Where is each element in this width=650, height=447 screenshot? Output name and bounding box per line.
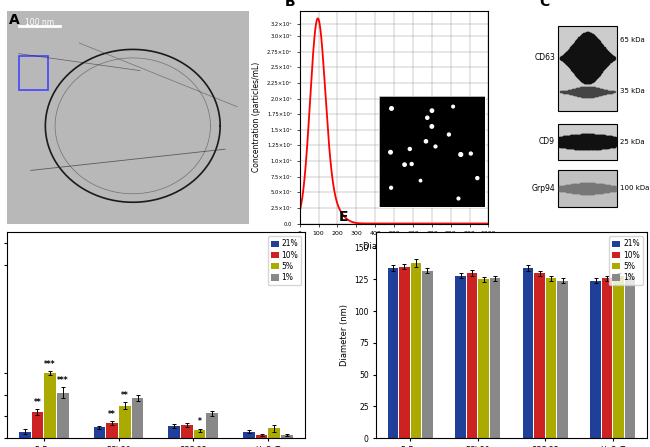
- Bar: [387, 268, 398, 438]
- Bar: [455, 276, 466, 438]
- Bar: [478, 279, 489, 438]
- Bar: [281, 435, 292, 438]
- Bar: [523, 268, 534, 438]
- Bar: [19, 431, 31, 438]
- Text: ***: ***: [44, 360, 56, 369]
- Bar: [590, 281, 601, 438]
- Bar: [411, 263, 421, 438]
- Y-axis label: Concentration (particles/mL): Concentration (particles/mL): [252, 62, 261, 173]
- Bar: [614, 276, 624, 438]
- Text: ***: ***: [57, 375, 69, 384]
- Bar: [625, 277, 636, 438]
- Bar: [558, 124, 617, 160]
- Bar: [107, 423, 118, 438]
- Text: *: *: [198, 417, 202, 426]
- Bar: [546, 278, 556, 438]
- Bar: [207, 413, 218, 438]
- Bar: [44, 373, 56, 438]
- Text: B: B: [285, 0, 296, 9]
- Text: **: **: [109, 409, 116, 418]
- Text: 35 kDa: 35 kDa: [619, 88, 645, 94]
- Bar: [558, 170, 617, 207]
- Y-axis label: Diameter (nm): Diameter (nm): [340, 304, 349, 366]
- Bar: [557, 281, 568, 438]
- Text: 25 kDa: 25 kDa: [619, 139, 644, 145]
- Bar: [422, 270, 433, 438]
- Text: A: A: [9, 13, 20, 27]
- Bar: [132, 398, 144, 438]
- Text: CD63: CD63: [534, 53, 555, 63]
- Bar: [602, 278, 612, 438]
- Legend: 21%, 10%, 5%, 1%: 21%, 10%, 5%, 1%: [610, 236, 643, 285]
- Bar: [32, 412, 44, 438]
- Bar: [467, 273, 477, 438]
- Text: Grp94: Grp94: [531, 184, 555, 193]
- Bar: [168, 426, 180, 438]
- Bar: [94, 427, 105, 438]
- Text: 65 kDa: 65 kDa: [619, 37, 645, 43]
- Legend: 21%, 10%, 5%, 1%: 21%, 10%, 5%, 1%: [268, 236, 302, 285]
- Bar: [534, 273, 545, 438]
- X-axis label: Diameter (nm): Diameter (nm): [363, 242, 425, 251]
- Text: 100 nm: 100 nm: [25, 17, 54, 26]
- Bar: [489, 278, 500, 438]
- Bar: [399, 267, 410, 438]
- Text: 100 kDa: 100 kDa: [619, 186, 649, 191]
- Text: E: E: [339, 210, 348, 224]
- Text: CD9: CD9: [539, 137, 555, 146]
- Bar: [268, 428, 280, 438]
- Bar: [255, 435, 267, 438]
- Bar: [558, 26, 617, 111]
- Text: **: **: [121, 391, 129, 400]
- Bar: [119, 405, 131, 438]
- Bar: [57, 392, 69, 438]
- Text: C: C: [539, 0, 549, 9]
- Text: **: **: [34, 398, 42, 407]
- Bar: [243, 431, 255, 438]
- Bar: [181, 425, 193, 438]
- Bar: [194, 430, 205, 438]
